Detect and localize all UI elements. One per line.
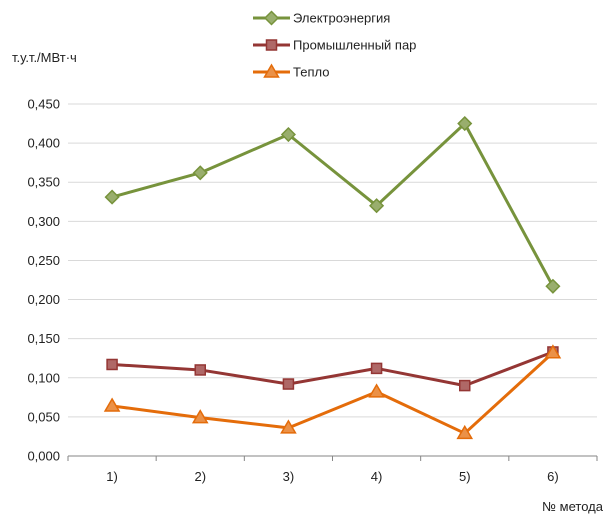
series-lines bbox=[105, 117, 560, 438]
y-tick-label: 0,100 bbox=[27, 370, 60, 385]
series-3 bbox=[105, 346, 560, 439]
data-point bbox=[107, 359, 117, 369]
data-point bbox=[283, 379, 293, 389]
series-line bbox=[112, 124, 553, 287]
legend-label: Тепло bbox=[293, 65, 329, 80]
y-tick-label: 0,150 bbox=[27, 331, 60, 346]
y-tick-label: 0,050 bbox=[27, 409, 60, 424]
gridlines bbox=[68, 104, 597, 417]
legend: Электроэнергия Промышленный пар Тепло bbox=[253, 11, 416, 80]
legend-entry: Промышленный пар bbox=[253, 38, 416, 53]
series-line bbox=[112, 353, 553, 434]
series-2 bbox=[107, 347, 558, 391]
x-tick-label: 3) bbox=[283, 469, 295, 484]
data-point bbox=[460, 381, 470, 391]
legend-label: Промышленный пар bbox=[293, 38, 416, 53]
series-line bbox=[112, 352, 553, 386]
x-tick-label: 4) bbox=[371, 469, 383, 484]
data-point bbox=[546, 280, 559, 293]
legend-entry: Тепло bbox=[253, 65, 329, 80]
x-tick-label: 6) bbox=[547, 469, 559, 484]
y-tick-label: 0,200 bbox=[27, 292, 60, 307]
data-point bbox=[195, 365, 205, 375]
data-point bbox=[105, 399, 119, 411]
y-axis-label: т.у.т./МВт·ч bbox=[12, 50, 77, 65]
data-point bbox=[372, 363, 382, 373]
legend-label: Электроэнергия bbox=[293, 11, 390, 26]
y-tick-label: 0,300 bbox=[27, 214, 60, 229]
data-point bbox=[194, 166, 207, 179]
x-tick-label: 2) bbox=[194, 469, 206, 484]
x-tick-label: 1) bbox=[106, 469, 118, 484]
y-tick-label: 0,450 bbox=[27, 97, 60, 112]
y-tick-label: 0,350 bbox=[27, 175, 60, 190]
y-tick-label: 0,250 bbox=[27, 253, 60, 268]
data-point bbox=[370, 385, 384, 397]
legend-entry: Электроэнергия bbox=[253, 11, 390, 26]
legend-marker bbox=[267, 40, 277, 50]
data-point bbox=[106, 191, 119, 204]
y-tick-label: 0,000 bbox=[27, 449, 60, 464]
x-axis-label: № метода bbox=[542, 499, 604, 514]
x-tick-label: 5) bbox=[459, 469, 471, 484]
legend-marker bbox=[265, 12, 278, 25]
y-tick-label: 0,400 bbox=[27, 136, 60, 151]
